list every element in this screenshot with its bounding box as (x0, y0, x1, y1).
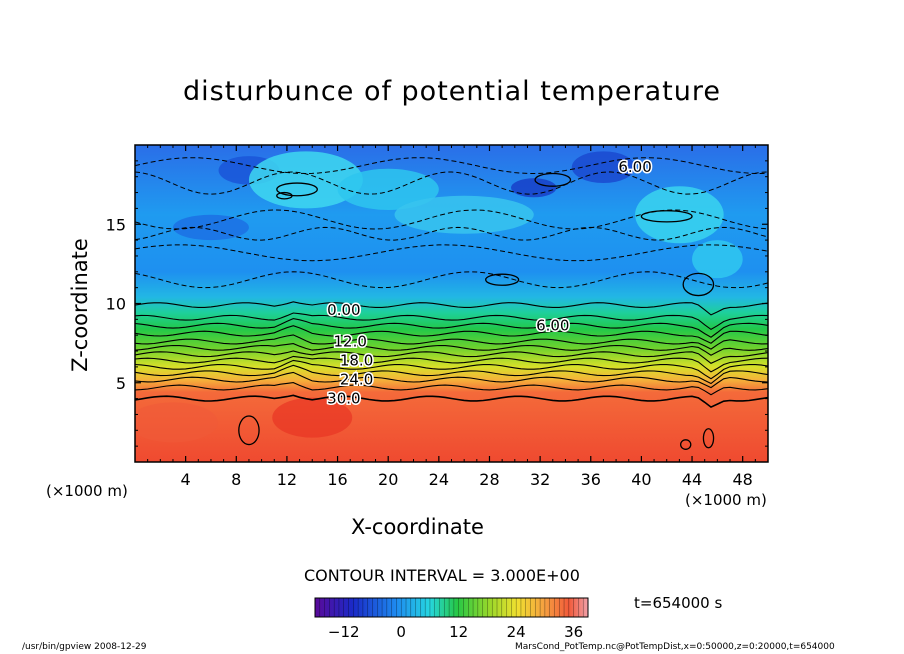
field-patch (272, 397, 353, 438)
closed-contour (682, 272, 715, 297)
contour-label: 6.00 (536, 317, 569, 335)
x-axis-label: X-coordinate (351, 515, 484, 539)
contour-line (135, 355, 768, 373)
field-patch (172, 214, 249, 241)
x-tick-label: 36 (581, 470, 601, 489)
colorbar: −12 0 12 24 36 (314, 597, 589, 641)
closed-contour (640, 210, 693, 223)
x-tick-label: 24 (429, 470, 449, 489)
negative-contour-line (135, 271, 768, 289)
x-tick-label: 28 (479, 470, 499, 489)
contour-line (135, 394, 768, 409)
closed-contour (679, 439, 692, 450)
colorbar-tick-label: 12 (449, 623, 468, 641)
x-tick-label: 20 (378, 470, 398, 489)
contour-label: 30.0 (327, 390, 360, 408)
field-patch (394, 195, 534, 234)
contour-label: 6.00 (618, 158, 651, 176)
field-patch (571, 151, 636, 184)
field-patch (635, 186, 724, 244)
colorbar-tick-label: 36 (564, 623, 583, 641)
contour-line (135, 334, 768, 350)
field-patch (337, 168, 439, 210)
contour-label: 24.0 (340, 371, 373, 389)
contour-line (135, 382, 768, 396)
contour-label: 12.0 (334, 333, 367, 351)
y-tick-label: 5 (116, 374, 126, 393)
closed-contour (238, 415, 260, 446)
closed-contour (702, 428, 715, 449)
x-tick-label: 32 (530, 470, 550, 489)
contour-layer: 6.00 0.00 6.00 12.018.024.030.0 (135, 151, 768, 450)
negative-contour-line (135, 226, 768, 241)
contour-line (135, 312, 768, 331)
contour-line (135, 301, 768, 316)
contour-line (135, 364, 768, 385)
colorbar-tick-label: −12 (328, 623, 360, 641)
contour-label: 0.00 (327, 301, 360, 319)
contour-label: 18.0 (340, 352, 373, 370)
x-tick-label: 16 (327, 470, 347, 489)
closed-contour (485, 273, 520, 286)
field-patch (135, 402, 218, 443)
colorbar-tick-label: 24 (507, 623, 526, 641)
x-unit-label-right: (×1000 m) (685, 491, 767, 509)
x-tick-label: 48 (733, 470, 753, 489)
y-tick-label: 10 (106, 295, 126, 314)
x-unit-label-left: (×1000 m) (46, 482, 128, 500)
contour-line (135, 359, 768, 380)
field-patch (511, 178, 557, 198)
contour-line (135, 318, 768, 338)
chart-title: disturbunce of potential temperature (183, 76, 721, 107)
negative-contour-line (135, 244, 768, 262)
x-tick-label: 44 (682, 470, 702, 489)
closed-contour (276, 191, 293, 200)
field-patch (692, 240, 743, 279)
time-label: t=654000 s (634, 594, 723, 612)
contour-line (135, 371, 768, 389)
x-tick-label: 40 (631, 470, 651, 489)
y-tick-label: 15 (106, 215, 126, 234)
footer-source: MarsCond_PotTemp.nc@PotTempDist,x=0:5000… (515, 642, 835, 652)
x-tick-label: 8 (231, 470, 241, 489)
x-tick-label: 12 (277, 470, 297, 489)
closed-contour (276, 182, 318, 197)
x-tick-label: 4 (181, 470, 191, 489)
negative-contour-line (135, 157, 768, 175)
closed-contour (534, 172, 572, 187)
contour-line (135, 325, 768, 344)
colorbar-gradient (314, 597, 589, 618)
negative-contour-line (135, 171, 768, 195)
contour-interval-label: CONTOUR INTERVAL = 3.000E+00 (304, 566, 580, 585)
contour-line (135, 350, 768, 364)
footer-command: /usr/bin/gpview 2008-12-29 (22, 642, 147, 652)
colorbar-tick-label: 0 (396, 623, 406, 641)
contour-line (135, 343, 768, 356)
